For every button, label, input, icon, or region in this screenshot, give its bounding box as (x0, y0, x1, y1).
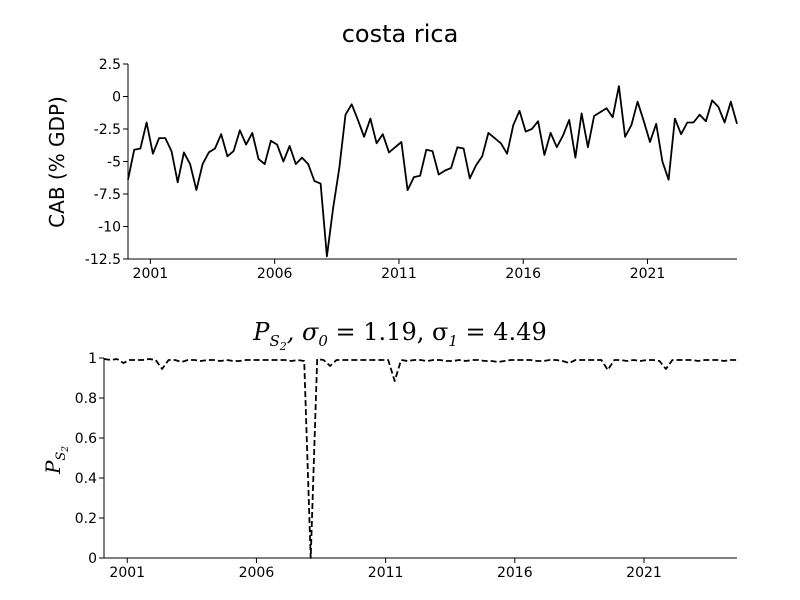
chart-bottom-title-s1: 1 (448, 332, 458, 350)
chart-bottom-y-ticks: 0 0.2 0.4 0.6 0.8 1 (75, 351, 104, 567)
chart-top-y-ticks: 2.5 0 -2.5 -5 -7.5 -10 -12.5 (85, 57, 128, 268)
chart-bottom-title-subsub: 2 (279, 340, 287, 353)
chart-bottom-ylabel-sub: S (54, 452, 69, 461)
chart-bottom: PS2, σ0 = 1.19, σ1 = 4.49 PS2 2001 2006 20… (41, 318, 737, 581)
chart-bottom-y-tick-label: 0.6 (75, 431, 97, 447)
chart-bottom-series-line-0 (103, 358, 737, 559)
chart-bottom-title-s0: 0 (318, 332, 328, 350)
chart-bottom-ylabel-p: P (41, 460, 65, 475)
chart-bottom-y-tick-label: 0.8 (75, 391, 97, 407)
chart-bottom-x-tick-label: 2011 (368, 565, 404, 581)
chart-bottom-y-axis-label: PS2 (41, 446, 71, 475)
chart-bottom-title-eq0: = 1.19, σ (328, 318, 448, 346)
chart-top-y-axis-label: CAB (% GDP) (45, 96, 69, 228)
chart-top-y-tick-label: -10 (98, 220, 121, 236)
chart-top-y-tick-label: 2.5 (99, 57, 121, 73)
chart-top-x-tick-label: 2021 (630, 266, 666, 282)
chart-top-y-tick-label: -2.5 (94, 122, 121, 138)
chart-top-series-line-0 (127, 85, 738, 258)
chart-bottom-y-tick-label: 1 (88, 351, 97, 367)
chart-bottom-x-tick-label: 2006 (239, 565, 275, 581)
chart-bottom-x-tick-label: 2001 (109, 565, 145, 581)
chart-top-y-tick-label: -7.5 (94, 187, 121, 203)
chart-bottom-title: PS2, σ0 = 1.19, σ1 = 4.49 (252, 318, 546, 353)
chart-top-x-tick-label: 2016 (505, 266, 541, 282)
chart-top-y-tick-label: -5 (107, 155, 121, 171)
chart-bottom-series (103, 358, 737, 559)
chart-top: costa rica CAB (% GDP) 2001 2006 2011 2016 2… (45, 20, 738, 282)
chart-bottom-ylabel-subsub: 2 (61, 446, 71, 453)
chart-top-title: costa rica (342, 20, 459, 48)
chart-top-y-tick-label: -12.5 (85, 252, 121, 268)
chart-top-x-tick-label: 2001 (133, 266, 169, 282)
chart-top-axes (127, 64, 737, 260)
chart-bottom-axes (103, 358, 737, 559)
chart-bottom-title-p: P (252, 318, 270, 346)
chart-bottom-y-tick-label: 0 (88, 551, 97, 567)
chart-bottom-x-tick-label: 2021 (626, 565, 662, 581)
chart-top-x-ticks: 2001 2006 2011 2016 2021 (133, 259, 666, 282)
chart-bottom-x-tick-label: 2016 (497, 565, 533, 581)
chart-top-x-tick-label: 2006 (257, 266, 293, 282)
chart-bottom-y-tick-label: 0.2 (75, 511, 97, 527)
chart-top-y-tick-label: 0 (112, 90, 121, 106)
chart-top-x-tick-label: 2011 (381, 266, 417, 282)
chart-bottom-title-rest: , σ (287, 318, 319, 346)
chart-bottom-y-tick-label: 0.4 (75, 471, 97, 487)
chart-top-series (127, 85, 738, 258)
chart-bottom-title-eq1: = 4.49 (458, 318, 547, 346)
chart-bottom-x-ticks: 2001 2006 2011 2016 2021 (109, 558, 662, 581)
chart-bottom-title-sub: S (269, 332, 279, 350)
